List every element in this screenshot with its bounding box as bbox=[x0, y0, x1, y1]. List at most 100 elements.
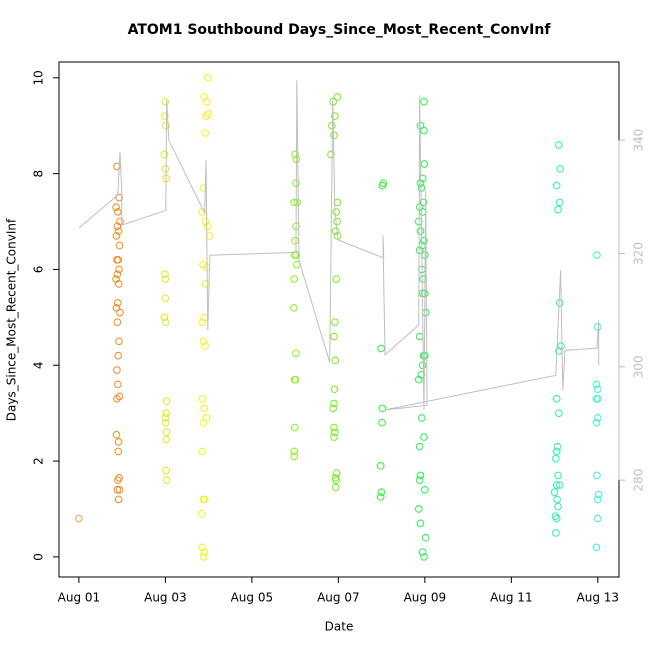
x-tick-label: Aug 09 bbox=[404, 591, 447, 605]
y-tick-label: 4 bbox=[32, 361, 46, 369]
point bbox=[550, 488, 559, 497]
point bbox=[416, 519, 425, 528]
point bbox=[552, 394, 561, 403]
point bbox=[114, 208, 122, 216]
point bbox=[333, 93, 342, 101]
point bbox=[114, 299, 122, 307]
point bbox=[113, 486, 122, 494]
point bbox=[419, 198, 428, 207]
point bbox=[556, 165, 564, 173]
point bbox=[555, 198, 564, 207]
point bbox=[329, 404, 337, 413]
point bbox=[114, 280, 123, 288]
point bbox=[557, 342, 565, 350]
point bbox=[330, 332, 338, 341]
point bbox=[416, 227, 425, 235]
point bbox=[378, 404, 387, 413]
point bbox=[552, 181, 561, 190]
point bbox=[113, 318, 122, 326]
point bbox=[114, 447, 123, 456]
point bbox=[418, 208, 427, 216]
point bbox=[332, 476, 340, 485]
point bbox=[162, 428, 171, 437]
point bbox=[377, 344, 385, 353]
y-tick-label: 10 bbox=[32, 70, 46, 85]
point bbox=[162, 397, 171, 405]
point bbox=[201, 280, 210, 288]
point bbox=[332, 469, 341, 477]
point bbox=[414, 375, 423, 384]
y-tick-label: 0 bbox=[32, 553, 46, 561]
line bbox=[78, 80, 600, 411]
point bbox=[199, 337, 208, 346]
point bbox=[593, 251, 601, 259]
point bbox=[293, 198, 302, 207]
point bbox=[114, 256, 123, 264]
point bbox=[331, 318, 339, 326]
point bbox=[161, 112, 169, 120]
point bbox=[333, 198, 342, 207]
point bbox=[552, 454, 560, 463]
point bbox=[198, 543, 206, 552]
point bbox=[291, 236, 299, 245]
point bbox=[162, 318, 170, 326]
point bbox=[203, 74, 212, 82]
point bbox=[594, 385, 602, 394]
point bbox=[552, 514, 561, 523]
point bbox=[114, 227, 123, 235]
point bbox=[162, 466, 171, 475]
point bbox=[420, 160, 429, 168]
x-tick-label: Aug 13 bbox=[577, 591, 620, 605]
point bbox=[331, 112, 339, 120]
point bbox=[162, 418, 170, 427]
point bbox=[114, 351, 123, 360]
point bbox=[414, 505, 423, 513]
x-tick-label: Aug 05 bbox=[231, 591, 274, 605]
point bbox=[555, 481, 564, 489]
y-tick-label: 2 bbox=[32, 457, 46, 465]
point bbox=[376, 462, 385, 470]
point bbox=[290, 251, 299, 259]
point bbox=[292, 349, 300, 358]
plot-box bbox=[58, 61, 620, 578]
point bbox=[553, 495, 561, 504]
point bbox=[332, 208, 340, 216]
point bbox=[420, 236, 428, 245]
point bbox=[160, 150, 169, 159]
point bbox=[162, 409, 171, 417]
point bbox=[415, 332, 424, 341]
point bbox=[330, 131, 338, 140]
point bbox=[291, 375, 300, 384]
point bbox=[553, 442, 562, 451]
point bbox=[114, 380, 122, 389]
point bbox=[201, 217, 210, 226]
point bbox=[116, 308, 124, 317]
point bbox=[198, 318, 206, 326]
point bbox=[113, 394, 121, 403]
point bbox=[290, 275, 299, 283]
point bbox=[328, 121, 336, 130]
point bbox=[420, 433, 428, 441]
point bbox=[327, 150, 335, 159]
y-tick-label: 6 bbox=[32, 266, 46, 274]
point bbox=[331, 483, 340, 492]
point bbox=[112, 303, 121, 312]
point bbox=[200, 495, 209, 504]
point bbox=[418, 361, 427, 370]
y2-tick-label: 340 bbox=[632, 129, 646, 152]
point bbox=[204, 109, 213, 118]
point bbox=[330, 423, 338, 432]
point bbox=[198, 394, 207, 403]
point bbox=[592, 543, 601, 552]
point bbox=[290, 303, 298, 312]
point bbox=[420, 126, 428, 135]
point bbox=[552, 481, 561, 489]
point bbox=[113, 366, 121, 374]
point bbox=[199, 418, 208, 427]
point bbox=[160, 313, 169, 322]
y2-tick-label: 280 bbox=[632, 469, 646, 492]
point bbox=[594, 514, 602, 523]
point bbox=[115, 265, 123, 274]
point bbox=[418, 548, 427, 556]
point bbox=[420, 553, 428, 561]
